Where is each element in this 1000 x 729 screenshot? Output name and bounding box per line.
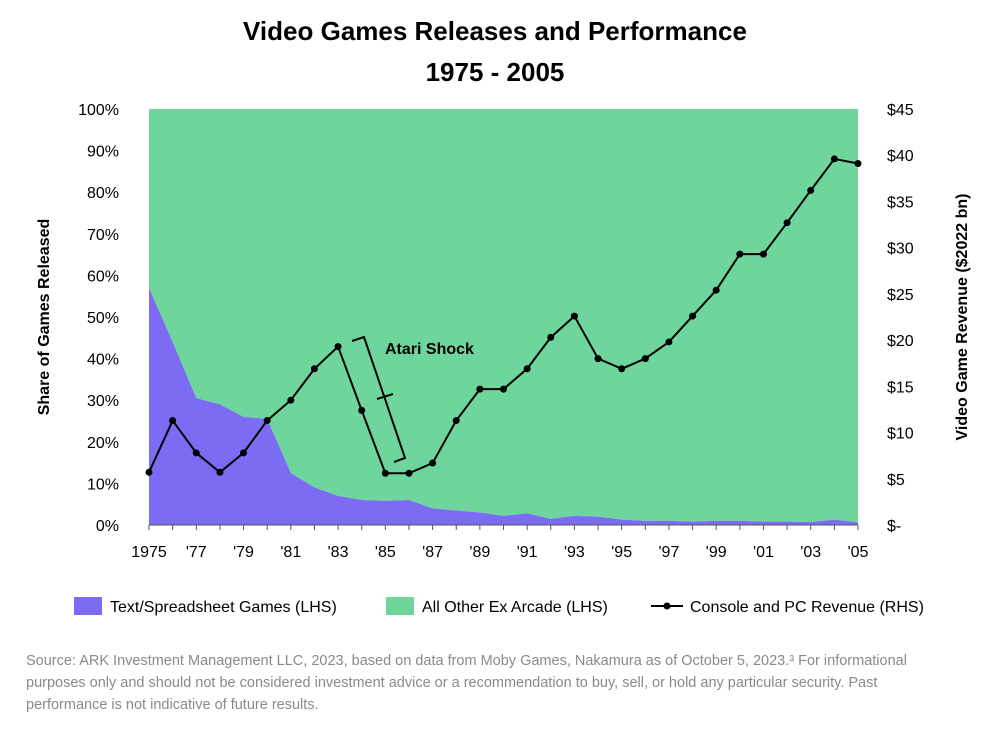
chart-title-line2: 1975 - 2005 xyxy=(426,57,565,87)
atari-shock-annotation: Atari Shock xyxy=(351,335,474,463)
x-axis-tick-label: 1975 xyxy=(131,544,167,561)
revenue-line-layer xyxy=(145,155,862,477)
revenue-point xyxy=(523,365,531,373)
revenue-point xyxy=(783,219,791,227)
revenue-point xyxy=(192,449,200,457)
right-axis-tick-label: $25 xyxy=(887,287,914,304)
revenue-point xyxy=(570,312,578,320)
atari-shock-bracket xyxy=(351,335,407,463)
x-axis-tick-label: '83 xyxy=(328,544,349,561)
revenue-point xyxy=(854,160,862,168)
left-axis-tick-label: 30% xyxy=(87,393,119,410)
revenue-point xyxy=(547,333,555,341)
revenue-point xyxy=(476,385,484,393)
x-axis-tick-label: '89 xyxy=(469,544,490,561)
x-axis-tick-label: '91 xyxy=(517,544,538,561)
left-axis-title: Share of Games Released xyxy=(36,219,53,416)
revenue-point xyxy=(618,365,626,373)
revenue-point xyxy=(712,286,720,294)
atari-shock-label: Atari Shock xyxy=(385,341,474,358)
area-all-other-ex-arcade xyxy=(149,109,858,523)
left-axis: 0% 10% 20% 30% 40% 50% 60% 70% 80% 90% 100% xyxy=(78,102,119,535)
x-axis-tick-label: '97 xyxy=(659,544,680,561)
legend-swatch-revenue-marker xyxy=(663,602,671,610)
left-axis-tick-label: 20% xyxy=(87,435,119,452)
x-axis-tick-label: '85 xyxy=(375,544,396,561)
revenue-points xyxy=(145,155,862,477)
left-axis-tick-label: 0% xyxy=(96,518,119,535)
revenue-point xyxy=(358,406,366,414)
x-axis-tick-label: '77 xyxy=(186,544,207,561)
revenue-point xyxy=(145,468,153,476)
revenue-point xyxy=(830,155,838,163)
right-axis-tick-label: $40 xyxy=(887,148,914,165)
revenue-point xyxy=(287,396,295,404)
area-layer xyxy=(149,109,858,525)
right-axis-tick-label: $15 xyxy=(887,379,914,396)
left-axis-tick-label: 70% xyxy=(87,227,119,244)
x-axis-tick-label: '81 xyxy=(280,544,301,561)
legend-label-revenue: Console and PC Revenue (RHS) xyxy=(690,599,924,616)
x-axis-tick-label: '03 xyxy=(800,544,821,561)
x-axis-tick-label: '87 xyxy=(422,544,443,561)
left-axis-tick-label: 60% xyxy=(87,268,119,285)
right-axis-tick-label: $35 xyxy=(887,194,914,211)
legend-label-other-games: All Other Ex Arcade (LHS) xyxy=(422,599,608,616)
revenue-point xyxy=(736,250,744,258)
left-axis-tick-label: 10% xyxy=(87,476,119,493)
chart: Video Games Releases and Performance 197… xyxy=(36,16,971,616)
right-axis-tick-label: $30 xyxy=(887,241,914,258)
right-axis-title: Video Game Revenue ($2022 bn) xyxy=(954,194,971,441)
x-axis-tick-label: '99 xyxy=(706,544,727,561)
revenue-point xyxy=(500,385,507,393)
x-axis-tick-label: '05 xyxy=(848,544,869,561)
revenue-point xyxy=(689,312,697,320)
source-footnote: Source: ARK Investment Management LLC, 2… xyxy=(26,653,907,713)
revenue-point xyxy=(334,343,342,351)
revenue-point xyxy=(759,250,767,258)
revenue-point xyxy=(240,449,248,457)
right-axis: $- $5 $10 $15 $20 $25 $30 $35 $40 $45 xyxy=(887,102,914,535)
revenue-point xyxy=(665,338,673,346)
legend: Text/Spreadsheet Games (LHS) All Other E… xyxy=(74,597,924,616)
x-axis-tick-label: '01 xyxy=(753,544,774,561)
left-axis-tick-label: 80% xyxy=(87,185,119,202)
revenue-point xyxy=(263,417,271,425)
revenue-point xyxy=(405,469,413,477)
chart-title-line1: Video Games Releases and Performance xyxy=(243,16,747,46)
revenue-point xyxy=(594,355,602,363)
left-axis-tick-label: 50% xyxy=(87,310,119,327)
x-axis: 1975 '77 '79 '81 '83 '85 '87 '89 '91 '93 '95 '97 '99… xyxy=(131,524,869,561)
revenue-point xyxy=(169,417,177,425)
right-axis-tick-label: $5 xyxy=(887,472,905,489)
x-axis-tick-label: '79 xyxy=(233,544,254,561)
legend-swatch-text-games xyxy=(74,597,102,615)
right-axis-tick-label: $45 xyxy=(887,102,914,119)
area-text-spreadsheet-games xyxy=(149,287,858,525)
left-axis-tick-label: 100% xyxy=(78,102,119,119)
legend-swatch-other-games xyxy=(386,597,414,615)
revenue-point xyxy=(310,365,318,373)
revenue-point xyxy=(807,186,815,194)
right-axis-tick-label: $10 xyxy=(887,426,914,443)
left-axis-tick-label: 40% xyxy=(87,352,119,369)
right-axis-tick-label: $20 xyxy=(887,333,914,350)
revenue-point xyxy=(452,417,460,425)
revenue-point xyxy=(429,459,437,467)
revenue-point xyxy=(381,469,389,477)
left-axis-tick-label: 90% xyxy=(87,144,119,161)
right-axis-tick-label: $- xyxy=(887,518,901,535)
x-axis-tick-label: '95 xyxy=(611,544,632,561)
legend-label-text-games: Text/Spreadsheet Games (LHS) xyxy=(110,599,337,616)
revenue-point xyxy=(216,468,224,476)
x-axis-tick-label: '93 xyxy=(564,544,585,561)
revenue-point xyxy=(641,355,649,363)
